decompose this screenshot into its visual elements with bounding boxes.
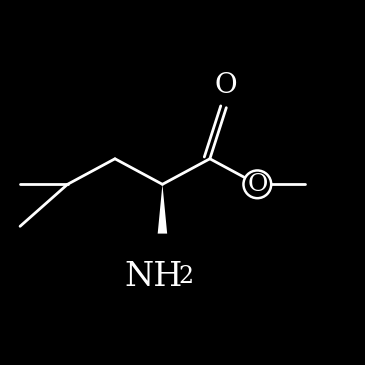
Circle shape (243, 170, 271, 198)
Text: O: O (215, 72, 238, 99)
Text: NH: NH (124, 261, 182, 293)
Text: O: O (247, 173, 268, 196)
Polygon shape (158, 184, 167, 234)
Text: 2: 2 (178, 265, 194, 288)
